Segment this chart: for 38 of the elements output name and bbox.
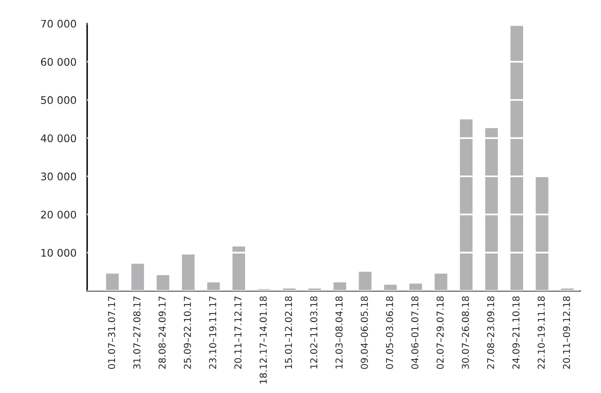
y-tick-label: 10 000 bbox=[41, 248, 76, 257]
x-tick-label: 23.10–19.11.17 bbox=[209, 296, 216, 369]
bar bbox=[232, 246, 246, 291]
bar bbox=[510, 26, 524, 291]
y-tick-label: 70 000 bbox=[41, 20, 76, 28]
x-tick-label: 12.02–11.03.18 bbox=[310, 296, 318, 368]
bar bbox=[434, 274, 448, 291]
bar bbox=[536, 177, 548, 291]
x-tick-label: 20.11–17.12.17 bbox=[234, 296, 242, 369]
y-tick-label: 60 000 bbox=[41, 58, 76, 66]
x-tick-label: 12.03–08.04.18 bbox=[335, 296, 343, 368]
y-tick-label: 40 000 bbox=[40, 134, 76, 142]
x-tick-label: 31.07–27.08.17 bbox=[133, 296, 140, 369]
y-tick-label: 20 000 bbox=[41, 210, 76, 219]
x-tick-label: 22.10–19.11.18 bbox=[538, 296, 545, 369]
x-tick-label: 04.06–01.07.18 bbox=[411, 296, 418, 369]
bar bbox=[131, 264, 144, 291]
x-tick-label: 02.07–29.07.18 bbox=[436, 296, 444, 369]
bar bbox=[460, 119, 473, 291]
x-tick-label: 25.09–22.10.17 bbox=[184, 296, 191, 369]
x-tick-label: 20.11–09.12.18 bbox=[562, 296, 570, 369]
x-tick-label: 01.07–31.07.17 bbox=[108, 296, 116, 369]
y-tick-label: 50 000 bbox=[41, 96, 76, 104]
y-tick-label: 30 000 bbox=[41, 172, 76, 180]
x-tick-label: 24.09–21.10.18 bbox=[512, 296, 520, 369]
x-tick-label: 28.08–24.09.17 bbox=[158, 296, 166, 369]
x-tick-label: 15.01–12.02.18 bbox=[284, 296, 292, 368]
x-tick-label: 30.07–26.08.18 bbox=[462, 296, 469, 369]
bar bbox=[156, 275, 170, 291]
x-tick-label: 07.05–03.06.18 bbox=[386, 296, 394, 369]
x-tick-label: 27.08–23.09.18 bbox=[487, 296, 494, 369]
bar bbox=[485, 128, 498, 291]
bar bbox=[182, 254, 195, 291]
bar bbox=[358, 272, 372, 291]
x-tick-label: 18.12.17–14.01.18 bbox=[260, 296, 267, 384]
bar bbox=[106, 274, 119, 291]
x-tick-label: 09.04–06.05.18 bbox=[360, 296, 368, 369]
bar bbox=[207, 282, 220, 291]
